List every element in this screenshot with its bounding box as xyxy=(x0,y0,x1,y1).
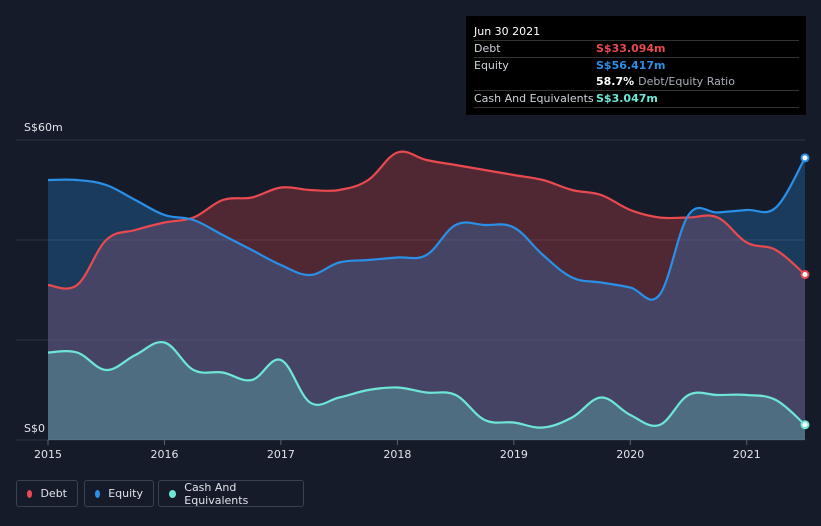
equity-legend-dot-icon xyxy=(95,489,101,498)
legend-item-cash[interactable]: Cash And Equivalents xyxy=(158,480,304,507)
x-tick-2017: 2017 xyxy=(267,448,295,461)
cash-and-equivalents-endpoint xyxy=(800,420,810,430)
tooltip-cash-row: Cash And Equivalents S$3.047m xyxy=(474,91,799,108)
legend-item-debt[interactable]: Debt xyxy=(16,480,78,507)
y-tick-top: S$60m xyxy=(24,121,63,134)
cash-and-equivalents-line xyxy=(47,340,806,429)
cash-and-equivalents-area xyxy=(48,342,805,440)
tooltip-panel: Jun 30 2021 Debt S$33.094m Equity S$56.4… xyxy=(466,16,806,115)
tooltip-cash-value: S$3.047m xyxy=(596,92,658,105)
debt-legend-dot-icon xyxy=(27,489,33,498)
chart-gridlines xyxy=(16,139,805,441)
tooltip-debt-row: Debt S$33.094m xyxy=(474,41,799,58)
x-axis-ticks: 2015 2016 2017 2018 2019 2020 2021 xyxy=(34,440,761,461)
x-tick-2015: 2015 xyxy=(34,448,62,461)
x-tick-2016: 2016 xyxy=(150,448,178,461)
tooltip-equity-row: Equity S$56.417m xyxy=(474,58,799,74)
debt-line xyxy=(47,150,806,290)
x-tick-2021: 2021 xyxy=(733,448,761,461)
y-tick-bottom: S$0 xyxy=(24,422,45,435)
tooltip-ratio-value: 58.7% xyxy=(596,75,635,88)
tooltip-debt-value: S$33.094m xyxy=(596,42,666,55)
chart-endpoints xyxy=(800,153,810,430)
tooltip-date: Jun 30 2021 xyxy=(474,23,799,41)
tooltip-equity-label: Equity xyxy=(474,59,509,72)
legend-equity-label: Equity xyxy=(108,487,143,500)
x-tick-2020: 2020 xyxy=(616,448,644,461)
chart-lines xyxy=(47,150,806,429)
equity-area xyxy=(48,157,805,441)
chart-areas xyxy=(48,151,805,441)
tooltip-ratio-row: 58.7% Debt/Equity Ratio xyxy=(474,74,799,91)
tooltip-equity-value: S$56.417m xyxy=(596,59,666,72)
equity-line xyxy=(47,157,806,301)
x-tick-2018: 2018 xyxy=(383,448,411,461)
x-tick-2019: 2019 xyxy=(500,448,528,461)
legend-item-equity[interactable]: Equity xyxy=(84,480,154,507)
debt-area xyxy=(48,151,805,440)
tooltip-ratio-label: Debt/Equity Ratio xyxy=(638,75,735,88)
legend-debt-label: Debt xyxy=(40,487,67,500)
legend-cash-label: Cash And Equivalents xyxy=(184,480,249,507)
tooltip-debt-label: Debt xyxy=(474,42,501,55)
equity-endpoint xyxy=(800,153,810,163)
tooltip-cash-label: Cash And Equivalents xyxy=(474,92,594,105)
y-axis-ticks: S$60m S$0 xyxy=(24,121,63,435)
cash-legend-dot-icon xyxy=(169,489,177,498)
debt-endpoint xyxy=(800,270,810,280)
